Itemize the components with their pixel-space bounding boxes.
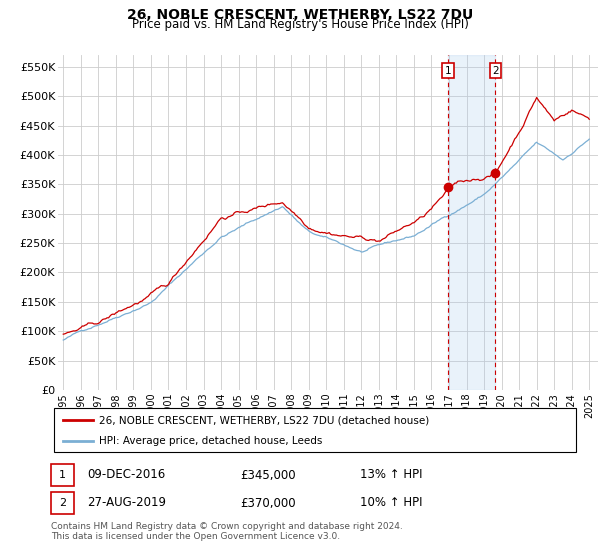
Text: Contains HM Land Registry data © Crown copyright and database right 2024.
This d: Contains HM Land Registry data © Crown c… (51, 522, 403, 542)
Text: 2: 2 (492, 66, 499, 76)
Text: £345,000: £345,000 (240, 469, 296, 482)
Text: 13% ↑ HPI: 13% ↑ HPI (360, 469, 422, 482)
Text: 1: 1 (445, 66, 451, 76)
Text: 2: 2 (59, 498, 66, 508)
Text: HPI: Average price, detached house, Leeds: HPI: Average price, detached house, Leed… (99, 436, 322, 446)
Text: 10% ↑ HPI: 10% ↑ HPI (360, 497, 422, 510)
Text: Price paid vs. HM Land Registry's House Price Index (HPI): Price paid vs. HM Land Registry's House … (131, 18, 469, 31)
Text: 1: 1 (59, 470, 66, 480)
Bar (448, 55, 496, 390)
Text: £370,000: £370,000 (240, 497, 296, 510)
Text: 26, NOBLE CRESCENT, WETHERBY, LS22 7DU (detached house): 26, NOBLE CRESCENT, WETHERBY, LS22 7DU (… (99, 416, 429, 426)
Text: 09-DEC-2016: 09-DEC-2016 (87, 469, 165, 482)
Text: 27-AUG-2019: 27-AUG-2019 (87, 497, 166, 510)
Text: 26, NOBLE CRESCENT, WETHERBY, LS22 7DU: 26, NOBLE CRESCENT, WETHERBY, LS22 7DU (127, 8, 473, 22)
